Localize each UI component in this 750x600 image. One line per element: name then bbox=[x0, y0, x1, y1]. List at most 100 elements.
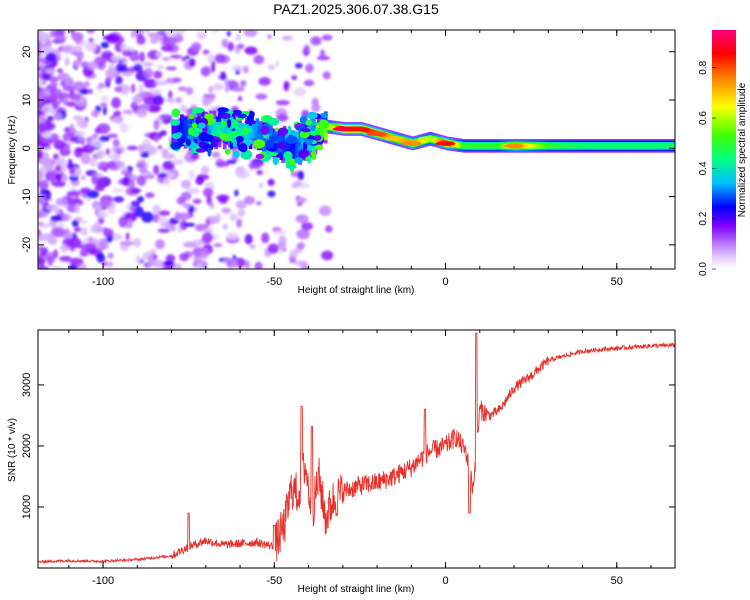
noise-speckle bbox=[213, 243, 223, 248]
snr-panel: -100 -50 0 50 1000 2000 3000 Height of straigh… bbox=[7, 329, 676, 595]
ridge-blob bbox=[298, 149, 310, 159]
ridge-segment bbox=[175, 127, 179, 136]
ridge-blob bbox=[243, 138, 254, 145]
noise-speckle bbox=[303, 79, 315, 87]
noise-speckle bbox=[144, 171, 153, 177]
noise-speckle bbox=[97, 211, 108, 219]
noise-speckle bbox=[100, 102, 108, 108]
noise-speckle bbox=[142, 62, 154, 67]
noise-speckle bbox=[69, 265, 75, 269]
ridge-blob bbox=[260, 125, 270, 135]
noise-speckle bbox=[305, 63, 314, 73]
noise-speckle bbox=[116, 67, 130, 73]
x-tick-label: 50 bbox=[611, 575, 623, 587]
ridge-blob bbox=[220, 126, 232, 134]
noise-speckle bbox=[136, 196, 145, 203]
noise-speckle bbox=[229, 213, 238, 221]
ridge-peak bbox=[418, 136, 439, 141]
ridge-blob bbox=[195, 148, 206, 153]
noise-speckle bbox=[38, 265, 50, 269]
spectrogram-x-axis-label: Height of straight line (km) bbox=[298, 285, 415, 296]
noise-speckle bbox=[232, 86, 245, 92]
noise-speckle bbox=[153, 70, 163, 79]
noise-speckle bbox=[69, 136, 77, 143]
noise-speckle bbox=[134, 237, 141, 248]
noise-speckle bbox=[44, 107, 50, 113]
ridge-blob bbox=[268, 134, 279, 142]
noise-speckle bbox=[136, 175, 147, 186]
noise-speckle bbox=[297, 170, 304, 181]
ridge-blob bbox=[170, 119, 181, 126]
colorbar-tick-label: 0.0 bbox=[698, 262, 709, 276]
noise-speckle bbox=[38, 229, 42, 237]
ridge-blob bbox=[226, 118, 232, 128]
ridge-blob bbox=[318, 119, 330, 130]
noise-speckle bbox=[50, 215, 65, 222]
noise-speckle bbox=[38, 202, 41, 213]
ridge-blob bbox=[185, 138, 191, 147]
noise-speckle bbox=[237, 209, 246, 217]
noise-speckle bbox=[234, 189, 239, 197]
ridge-segment bbox=[258, 124, 263, 133]
noise-speckle bbox=[120, 170, 132, 175]
noise-speckle bbox=[40, 157, 53, 166]
noise-speckle bbox=[238, 169, 250, 179]
noise-speckle bbox=[135, 255, 142, 263]
noise-speckle bbox=[69, 93, 81, 101]
noise-speckle bbox=[176, 196, 186, 205]
noise-speckle bbox=[218, 195, 228, 204]
noise-speckle bbox=[69, 258, 84, 266]
noise-speckle bbox=[147, 255, 155, 266]
noise-speckle bbox=[74, 33, 82, 45]
noise-speckle bbox=[113, 110, 122, 117]
colorbar-ticks: 0.0 0.2 0.4 0.6 0.8 bbox=[698, 60, 716, 276]
ridge-peak bbox=[435, 141, 456, 146]
noise-speckle bbox=[59, 255, 72, 262]
ridge-blob bbox=[207, 147, 212, 157]
ridge-segment bbox=[181, 133, 186, 142]
noise-speckle bbox=[38, 183, 46, 191]
noise-speckle bbox=[175, 97, 183, 103]
noise-speckle bbox=[255, 93, 268, 100]
noise-speckle bbox=[129, 188, 142, 193]
noise-speckle bbox=[177, 212, 191, 221]
noise-speckle bbox=[184, 222, 196, 227]
noise-speckle bbox=[79, 248, 89, 257]
noise-speckle bbox=[118, 216, 128, 228]
noise-speckle bbox=[152, 95, 164, 106]
noise-speckle bbox=[175, 30, 186, 35]
noise-speckle bbox=[38, 109, 45, 116]
ridge-blob bbox=[224, 148, 231, 155]
noise-speckle bbox=[70, 180, 80, 186]
x-tick-label: 0 bbox=[442, 276, 448, 288]
noise-speckle bbox=[277, 241, 287, 249]
ridge-segment bbox=[176, 136, 181, 144]
noise-speckle bbox=[54, 173, 63, 180]
ridge-segment bbox=[187, 119, 191, 128]
noise-speckle bbox=[294, 62, 303, 69]
noise-speckle bbox=[196, 31, 207, 40]
noise-speckle bbox=[99, 198, 112, 209]
noise-speckle bbox=[53, 249, 58, 259]
ridge-segment bbox=[243, 132, 248, 141]
noise-speckle bbox=[105, 161, 117, 169]
noise-speckle bbox=[41, 131, 53, 139]
ridge-blob bbox=[253, 139, 266, 149]
noise-speckle bbox=[100, 41, 109, 49]
noise-speckle bbox=[69, 167, 76, 175]
noise-speckle bbox=[56, 68, 64, 74]
noise-speckle bbox=[47, 235, 58, 245]
noise-speckle bbox=[291, 75, 298, 81]
ridge-peak bbox=[332, 126, 353, 132]
ridge-segment bbox=[255, 133, 260, 141]
noise-speckle bbox=[38, 197, 47, 204]
noise-speckle bbox=[129, 53, 142, 59]
noise-speckle bbox=[165, 30, 178, 37]
ridge-segment bbox=[281, 147, 285, 156]
noise-speckle bbox=[94, 127, 102, 134]
noise-speckle bbox=[227, 257, 232, 269]
ridge-blob bbox=[235, 135, 244, 143]
noise-speckle bbox=[313, 37, 320, 44]
noise-speckle bbox=[192, 198, 202, 205]
noise-speckle bbox=[154, 134, 159, 143]
